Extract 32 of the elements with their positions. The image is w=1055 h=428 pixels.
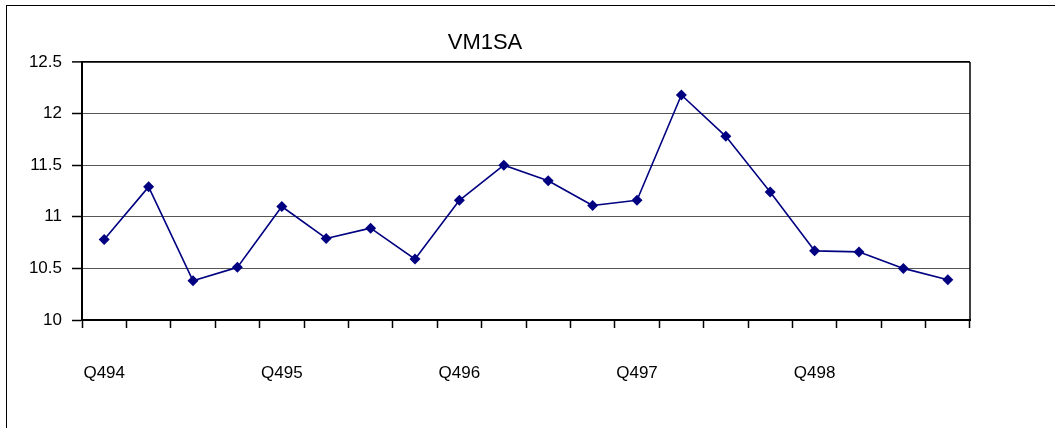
point	[453, 194, 465, 206]
point	[365, 222, 377, 234]
point	[720, 130, 732, 142]
x-tick-label: Q498	[793, 362, 836, 382]
y-tick-label: 11	[44, 206, 62, 226]
point	[98, 234, 110, 245]
point	[143, 181, 155, 193]
point	[320, 232, 332, 244]
point	[498, 159, 510, 171]
point	[409, 253, 421, 265]
chart-title: VM1SA	[447, 29, 523, 55]
point	[542, 175, 554, 187]
point	[897, 262, 909, 274]
point	[276, 200, 288, 212]
y-tick-label: 10.5	[28, 258, 62, 278]
x-tick-label: Q497	[616, 362, 658, 382]
point	[675, 89, 687, 101]
point	[809, 245, 821, 257]
x-tick-label: Q495	[261, 362, 303, 382]
point	[587, 199, 599, 211]
point	[853, 246, 865, 258]
x-tick-label: Q496	[438, 362, 481, 382]
point	[187, 275, 199, 287]
point	[631, 194, 643, 206]
x-tick-label: Q494	[83, 362, 125, 382]
y-tick-label: 11.5	[30, 154, 62, 174]
point	[942, 274, 954, 286]
y-tick-label: 12	[43, 103, 62, 123]
y-tick-label: 12.5	[28, 51, 62, 71]
y-tick-label: 10	[43, 309, 62, 329]
point	[231, 261, 243, 273]
point	[764, 186, 776, 198]
